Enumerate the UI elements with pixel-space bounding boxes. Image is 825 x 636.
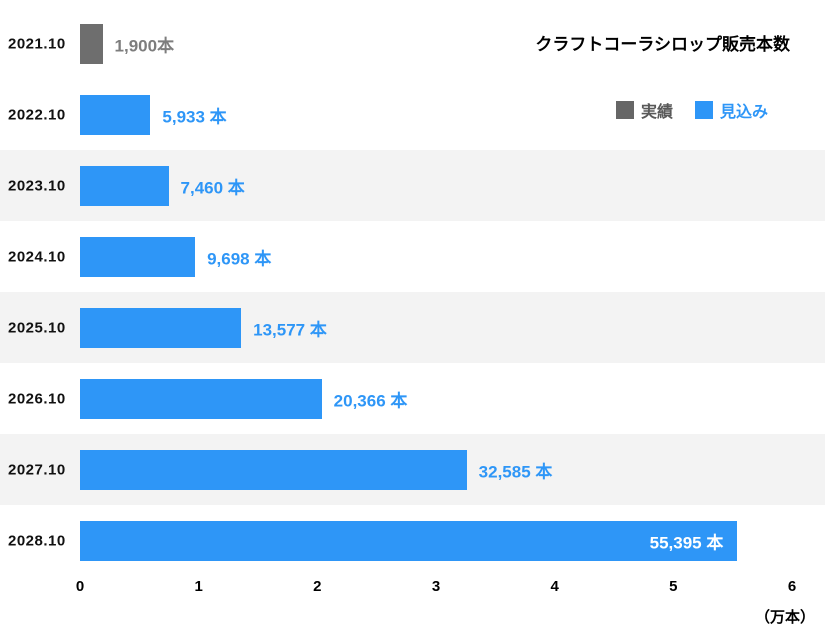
category-label: 2023.10 xyxy=(8,177,66,194)
chart-row: 2028.10 55,395 本 xyxy=(0,505,825,576)
chart-title: クラフトコーラシロップ販売本数 xyxy=(535,35,790,54)
forecast-bar xyxy=(80,307,242,348)
forecast-bar xyxy=(80,378,322,419)
legend-label-actual: 実績 xyxy=(640,104,673,121)
actual-swatch-icon xyxy=(615,101,634,119)
category-label: 2022.10 xyxy=(8,106,66,123)
forecast-bar xyxy=(80,165,169,206)
x-axis-tick: 4 xyxy=(550,578,559,595)
chart-row: 2024.10 9,698 本 xyxy=(0,221,825,292)
category-label: 2021.10 xyxy=(8,35,66,52)
chart-row: 2022.10 5,933 本 xyxy=(0,79,825,150)
x-axis-tick: 6 xyxy=(787,578,797,595)
actual-bar xyxy=(80,23,103,64)
x-axis: 0 1 2 3 4 5 6 xyxy=(76,578,796,598)
forecast-bar xyxy=(80,449,467,490)
value-label: 20,366 本 xyxy=(333,391,408,410)
category-label: 2028.10 xyxy=(8,532,66,549)
category-label: 2024.10 xyxy=(8,248,66,265)
x-axis-unit-label: （万本） xyxy=(754,609,815,626)
x-axis-tick: 3 xyxy=(431,578,441,595)
value-label: 7,460 本 xyxy=(180,178,245,197)
legend-label-forecast: 見込み xyxy=(719,104,768,121)
forecast-swatch-icon xyxy=(694,101,713,119)
category-label: 2025.10 xyxy=(8,319,66,336)
x-axis-tick: 0 xyxy=(75,578,85,595)
legend-item-actual: 実績 xyxy=(615,98,673,122)
value-label: 32,585 本 xyxy=(478,462,553,481)
chart-legend: 実績 見込み xyxy=(615,98,768,122)
value-label: 9,698 本 xyxy=(207,249,272,268)
chart-row: 2027.10 32,585 本 xyxy=(0,434,825,505)
forecast-bar xyxy=(80,94,151,135)
value-label: 55,395 本 xyxy=(649,533,724,552)
forecast-bar xyxy=(80,520,738,561)
chart-plot-area: 2021.10 1,900本 2022.10 5,933 本 2023.10 7,460 … xyxy=(0,8,825,576)
x-axis-tick: 2 xyxy=(313,578,322,595)
forecast-bar xyxy=(80,236,196,277)
x-axis-tick: 5 xyxy=(669,578,678,595)
legend-item-forecast: 見込み xyxy=(694,98,768,122)
x-axis-tick: 1 xyxy=(194,578,203,595)
value-label: 13,577 本 xyxy=(253,320,327,339)
chart-row: 2025.10 13,577 本 xyxy=(0,292,825,363)
chart-row: 2021.10 1,900本 xyxy=(0,8,825,79)
value-label: 5,933 本 xyxy=(162,107,227,126)
value-label: 1,900本 xyxy=(114,36,175,55)
category-label: 2026.10 xyxy=(8,390,66,407)
chart-row: 2026.10 20,366 本 xyxy=(0,363,825,434)
chart-row: 2023.10 7,460 本 xyxy=(0,150,825,221)
category-label: 2027.10 xyxy=(8,461,66,478)
